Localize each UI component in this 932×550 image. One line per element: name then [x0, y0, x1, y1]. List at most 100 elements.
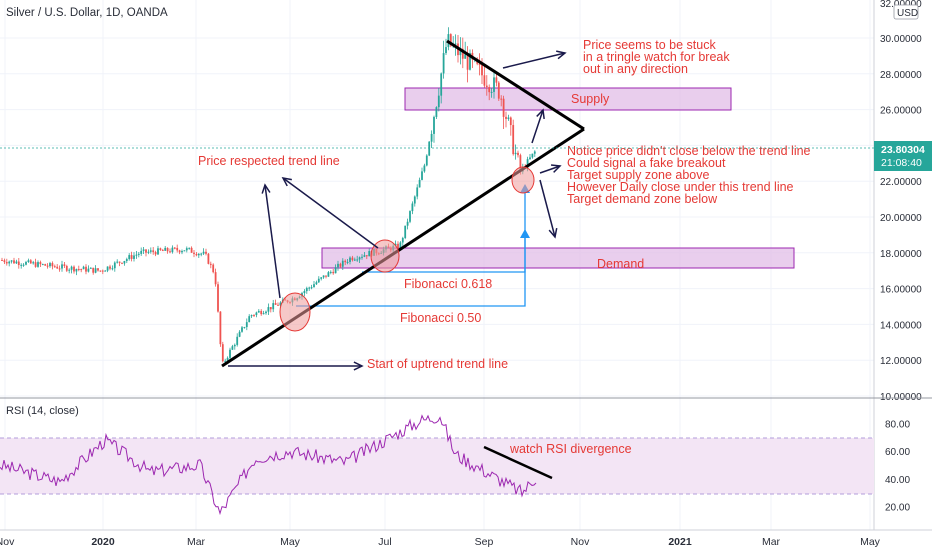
candle-body [433, 116, 435, 134]
candle-body [329, 271, 332, 273]
candle-body [209, 263, 212, 265]
candle-body [243, 327, 246, 329]
candle-body [332, 271, 335, 274]
candle-body [478, 63, 481, 65]
currency-badge[interactable] [893, 4, 919, 20]
fib618-label: Fibonacci 0.618 [404, 277, 492, 291]
rsi-title[interactable]: RSI (14, close) [6, 405, 79, 417]
rsi-tick-label: 60.00 [885, 447, 910, 458]
candles [1, 27, 536, 364]
candle-body [315, 282, 318, 285]
candle-body [428, 141, 431, 156]
candle-body [63, 264, 66, 266]
candle-body [171, 247, 174, 253]
candle-body [248, 316, 251, 323]
candle-body [255, 312, 258, 316]
candle-body [233, 344, 236, 347]
candle-body [101, 270, 104, 272]
candle-body [459, 48, 462, 56]
candle-body [533, 151, 536, 154]
candle-body [449, 34, 452, 46]
candle-body [89, 267, 92, 269]
time-tick-label: 2020 [91, 536, 115, 548]
candle-body [20, 264, 23, 266]
candle-body [514, 152, 517, 155]
candle-body [358, 257, 361, 260]
candle-body [418, 179, 421, 188]
symbol-title[interactable]: Silver / U.S. Dollar, 1D, OANDA [6, 7, 168, 19]
candle-body [502, 98, 505, 117]
candle-body [219, 311, 222, 345]
time-tick-label: Nov [571, 536, 590, 548]
candle-body [145, 249, 147, 253]
candle-body [207, 253, 210, 264]
candle-body [461, 48, 464, 59]
notice-note-2: Could signal a fake breakout [567, 156, 726, 170]
candle-body [118, 261, 121, 263]
price-tick-label: 22.00000 [880, 177, 922, 188]
candle-body [265, 311, 267, 314]
arrow-respected-2 [281, 176, 379, 249]
candle-body [399, 242, 402, 249]
price-tick-label: 14.00000 [880, 320, 922, 331]
candle-body [229, 349, 231, 358]
candle-body [466, 54, 469, 70]
candle-body [361, 256, 363, 258]
candle-body [303, 291, 306, 294]
candle-body [137, 253, 140, 255]
candle-body [483, 75, 486, 86]
candle-body [58, 268, 61, 270]
annotations: Price respected trend line Price seems t… [198, 38, 811, 371]
last-price-tag [874, 141, 932, 171]
candle-body [123, 261, 126, 264]
annotation-arrows [228, 50, 567, 371]
candle-body [49, 263, 51, 267]
candle-body [99, 270, 102, 272]
candle-body [245, 322, 248, 328]
candle-body [61, 264, 63, 269]
time-axis[interactable]: Nov 2020 Mar May Jul Sep Nov 2021 Mar May [0, 536, 881, 548]
candle-body [368, 251, 371, 257]
candle-body [356, 259, 359, 261]
candle-body [253, 315, 255, 317]
candle-body [3, 260, 6, 263]
candle-body [411, 203, 414, 212]
candle-body [305, 288, 308, 292]
candle-body [401, 237, 404, 243]
candle-body [517, 152, 519, 156]
candle-body [159, 248, 162, 251]
candle-body [267, 307, 270, 312]
candle-body [87, 268, 90, 272]
candle-body [413, 196, 416, 204]
candle-body [421, 171, 423, 180]
candle-body [37, 262, 39, 267]
rsi-axis[interactable]: 20.00 40.00 60.00 80.00 [885, 420, 910, 514]
rsi-band [0, 438, 874, 494]
time-tick-label: Mar [762, 536, 781, 548]
candle-body [238, 331, 241, 337]
candle-body [500, 98, 503, 100]
demand-zone [321, 247, 795, 269]
notice-note-4: However Daily close under this trend lin… [567, 180, 794, 194]
touch-circle-jul [370, 239, 400, 273]
candle-body [236, 336, 239, 345]
price-axis[interactable]: 10.0000012.0000014.0000016.0000018.00000… [880, 34, 922, 403]
arrow-start [228, 361, 364, 371]
candle-body [140, 250, 143, 254]
candle-body [212, 264, 215, 273]
candle-body [497, 82, 500, 99]
candle-body [423, 165, 426, 172]
notice-note-5: Target demand zone below [567, 192, 718, 206]
candle-body [435, 107, 438, 117]
candle-body [226, 357, 229, 361]
candle-body [322, 275, 325, 278]
candle-body [469, 52, 471, 70]
candle-body [519, 155, 522, 172]
supply-label: Supply [571, 92, 610, 106]
price-tick-label: 18.00000 [880, 249, 922, 260]
price-tick-label: 26.00000 [880, 106, 922, 117]
candle-body [1, 259, 3, 261]
main-pane[interactable] [0, 0, 874, 396]
candle-body [82, 266, 85, 270]
